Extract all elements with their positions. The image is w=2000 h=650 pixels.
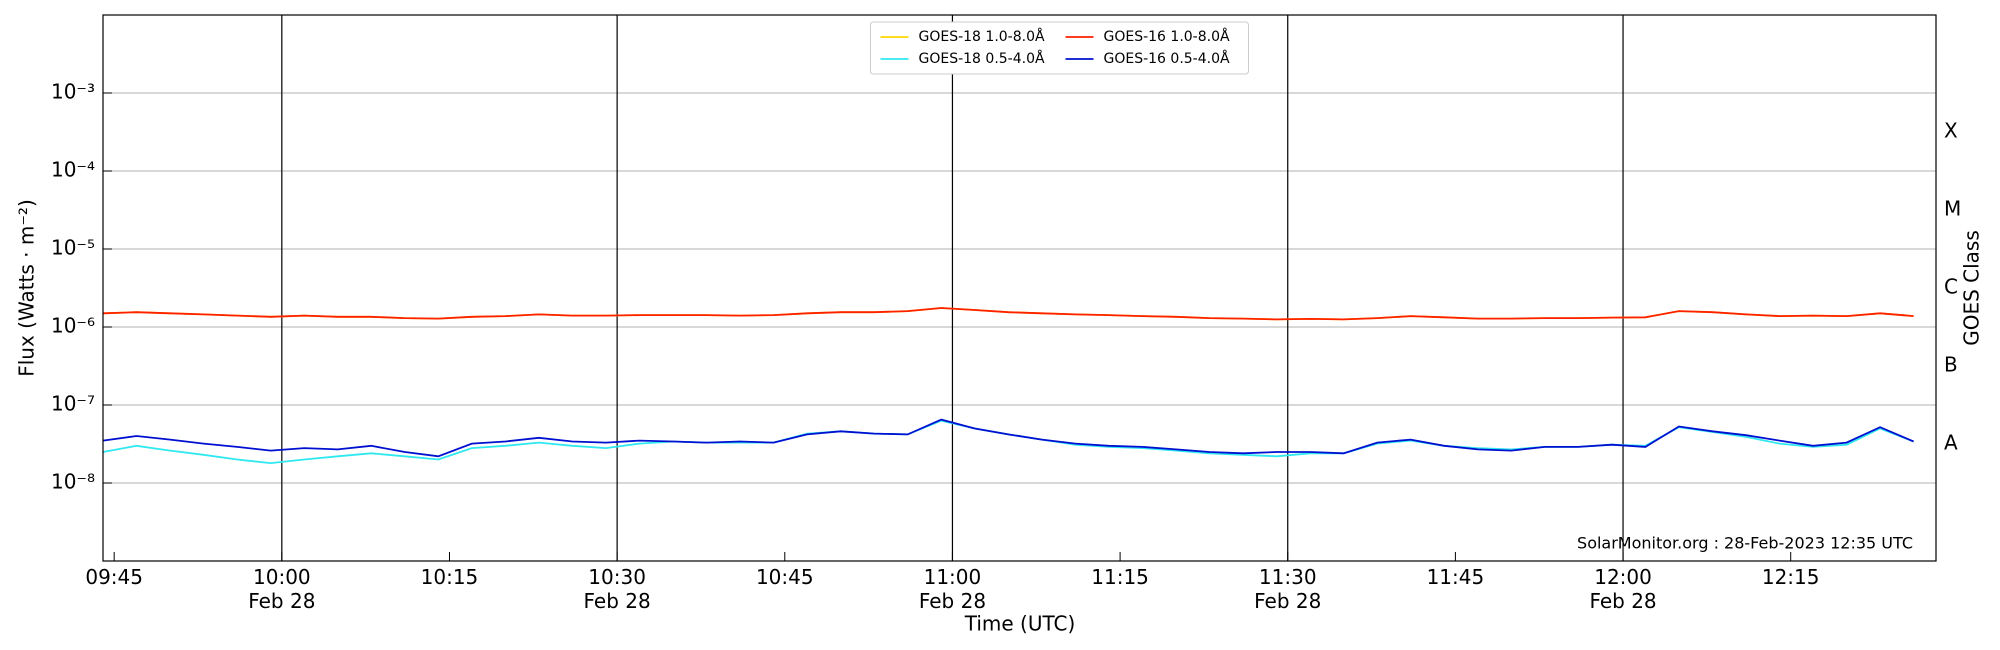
x-axis-label: Time (UTC): [964, 612, 1076, 636]
x-tick-label: 10:45: [755, 565, 814, 589]
series-line: [102, 418, 1914, 458]
x-tick-label: 11:00 Feb 28: [918, 565, 987, 613]
y2-tick-label: A: [1944, 431, 1958, 455]
y2-tick-label: X: [1944, 119, 1958, 143]
legend-box: [870, 21, 1249, 75]
x-tick-label: 12:15: [1761, 565, 1820, 589]
legend-label: GOES-16 1.0-8.0Å: [1104, 28, 1230, 45]
series-line: [102, 419, 1914, 465]
legend-label: GOES-18 1.0-8.0Å: [919, 28, 1045, 45]
y2-tick-label: B: [1944, 353, 1958, 377]
legend-label: GOES-16 0.5-4.0Å: [1104, 50, 1230, 67]
y-tick-label: 10⁻⁴: [51, 158, 95, 182]
annotation: SolarMonitor.org : 28-Feb-2023 12:35 UTC: [1577, 534, 1913, 553]
x-tick-label: 12:00 Feb 28: [1589, 565, 1657, 613]
y-axis-label: Flux (Watts · m⁻²): [15, 199, 39, 377]
x-tick-label: 11:30 Feb 28: [1254, 565, 1322, 613]
plot-frame: [102, 14, 1937, 562]
y-tick-label: 10⁻⁶: [51, 314, 95, 338]
y-tick-label: 10⁻³: [51, 80, 95, 104]
x-tick-label: 10:00 Feb 28: [248, 565, 316, 613]
x-tick-label: 09:45: [85, 565, 143, 589]
x-tick-label: 10:15: [420, 565, 479, 589]
legend-label: GOES-18 0.5-4.0Å: [919, 50, 1045, 67]
series-line: [102, 307, 1914, 321]
x-tick-label: 11:15: [1091, 565, 1149, 589]
y2-tick-label: C: [1944, 275, 1958, 299]
x-tick-label: 10:30 Feb 28: [583, 565, 651, 613]
y-tick-label: 10⁻⁷: [51, 392, 95, 416]
y-tick-label: 10⁻⁸: [51, 470, 95, 494]
y-tick-label: 10⁻⁵: [51, 236, 95, 260]
y2-tick-label: M: [1944, 197, 1961, 221]
y2-axis-label: GOES Class: [1960, 230, 1984, 346]
x-tick-label: 11:45: [1426, 565, 1485, 589]
